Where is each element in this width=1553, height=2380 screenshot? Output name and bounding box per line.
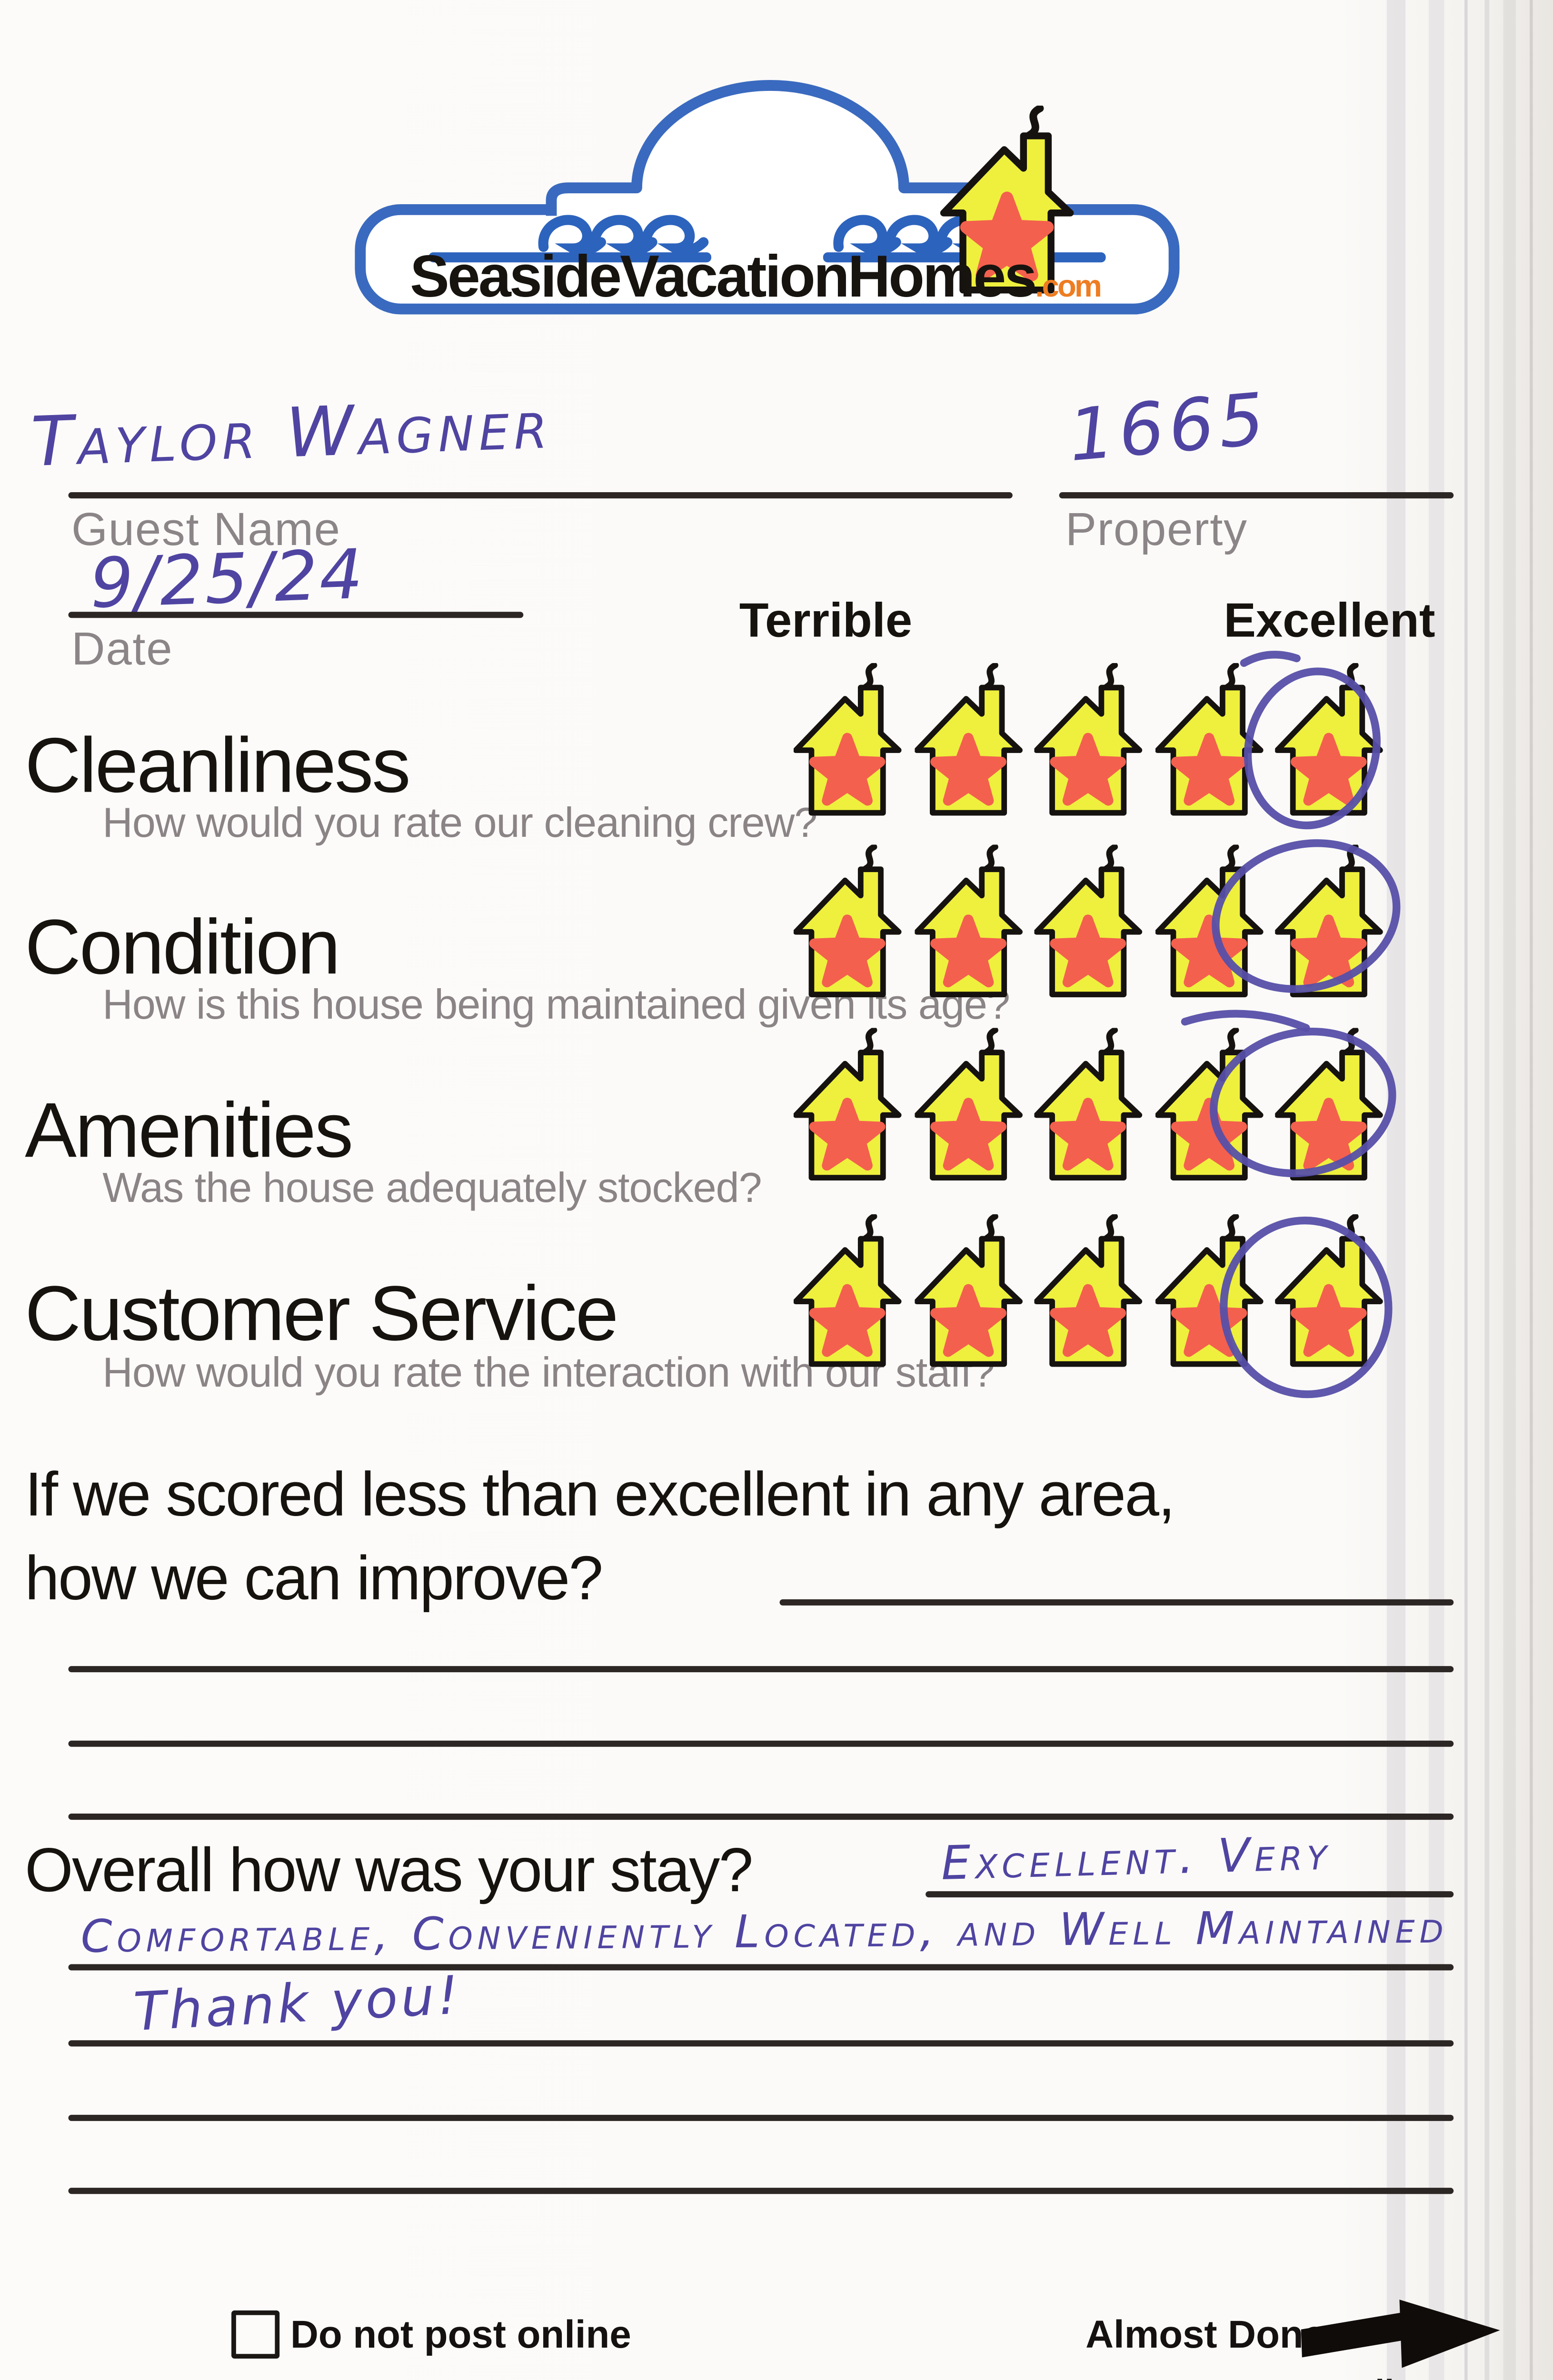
rating-label-customer-service: Customer Service [25, 1270, 618, 1357]
brand-logo: SeasideVacationHomes.com [355, 79, 1180, 315]
house-star-icon[interactable] [914, 1028, 1026, 1184]
house-star-icon[interactable] [794, 845, 906, 1002]
house-star-icon[interactable] [794, 663, 906, 820]
overall-answer-line[interactable] [68, 2114, 1454, 2121]
house-star-icon[interactable] [1034, 1028, 1146, 1184]
house-star-icon-selected[interactable] [1275, 663, 1387, 820]
rating-label-cleanliness: Cleanliness [25, 722, 411, 809]
house-star-icon[interactable] [914, 663, 1026, 820]
date-line[interactable] [68, 612, 524, 618]
house-star-icon[interactable] [1155, 1214, 1266, 1371]
house-star-icon[interactable] [1155, 663, 1266, 820]
house-star-icon[interactable] [914, 1214, 1026, 1371]
improve-question-line1: If we scored less than excellent in any … [25, 1461, 1175, 1530]
house-star-icon[interactable] [1034, 1214, 1146, 1371]
overall-question: Overall how was your stay? [25, 1836, 753, 1905]
house-star-icon[interactable] [794, 1214, 906, 1371]
sea-line-left [428, 252, 711, 263]
scan-artifact [1464, 0, 1468, 2380]
guest-name-value: Taylor Wagner [30, 385, 553, 483]
improve-answer-line[interactable] [68, 1740, 1454, 1747]
property-line[interactable] [1059, 492, 1454, 499]
house-star-icon[interactable] [1034, 663, 1146, 820]
house-star-icon[interactable] [1155, 1028, 1266, 1184]
property-value: 1665 [1065, 376, 1273, 478]
house-star-icon[interactable] [914, 845, 1026, 1002]
rating-row-customer-service [794, 1214, 1393, 1398]
rating-row-amenities [794, 1010, 1396, 1184]
rating-row-cleanliness [794, 651, 1387, 830]
almost-done-label: Almost Done [1085, 2313, 1325, 2357]
scale-excellent-label: Excellent [1224, 593, 1435, 648]
flip-label: Flip [1354, 2372, 1415, 2380]
improve-answer-line[interactable] [68, 1666, 1454, 1673]
overall-answer-line2: Comfortable, Conveniently Located, and W… [80, 1900, 1448, 1963]
house-star-icon[interactable] [1034, 845, 1146, 1002]
overall-answer-line[interactable] [68, 2188, 1454, 2194]
improve-question-line2: how we can improve? [25, 1545, 603, 1614]
overall-answer-line3: Thank you! [132, 1965, 463, 2044]
house-star-icon-selected[interactable] [1275, 1028, 1387, 1184]
house-star-icon[interactable] [794, 1028, 906, 1184]
overall-answer-line[interactable] [68, 2040, 1454, 2047]
rating-label-condition: Condition [25, 903, 340, 991]
house-star-icon[interactable] [1155, 845, 1266, 1002]
rating-label-amenities: Amenities [25, 1087, 353, 1174]
improve-answer-line[interactable] [779, 1599, 1454, 1606]
overall-answer-line[interactable] [68, 1964, 1454, 1971]
scan-artifact [1386, 0, 1406, 2380]
house-star-icon-selected[interactable] [1275, 1214, 1387, 1371]
scan-artifact [1429, 0, 1444, 2380]
date-label: Date [71, 624, 173, 675]
property-label: Property [1065, 505, 1248, 556]
rating-row-condition [794, 839, 1401, 1002]
rating-question-amenities: Was the house adequately stocked? [102, 1164, 762, 1211]
scale-terrible-label: Terrible [739, 593, 913, 648]
right-arrow-icon [1301, 2300, 1500, 2368]
date-value: 9/25/24 [89, 536, 366, 625]
do-not-post-label: Do not post online [290, 2313, 631, 2357]
house-star-icon-selected[interactable] [1275, 845, 1387, 1002]
scan-artifact [1503, 0, 1516, 2380]
overall-answer-line[interactable] [926, 1891, 1454, 1898]
logo-dome-outline [546, 79, 995, 216]
scan-artifact [1530, 0, 1533, 2380]
guest-name-label: Guest Name [71, 505, 341, 556]
guest-name-line[interactable] [68, 492, 1013, 499]
overall-answer-line1: Excellent. Very [940, 1827, 1333, 1892]
logo-wordmark: SeasideVacationHomes.com [410, 244, 1100, 309]
rating-question-cleanliness: How would you rate our cleaning crew? [102, 799, 817, 846]
logo-tld: .com [1035, 268, 1100, 303]
improve-answer-line[interactable] [68, 1814, 1454, 1820]
scan-artifact [1484, 0, 1490, 2380]
do-not-post-checkbox[interactable] [231, 2310, 280, 2359]
